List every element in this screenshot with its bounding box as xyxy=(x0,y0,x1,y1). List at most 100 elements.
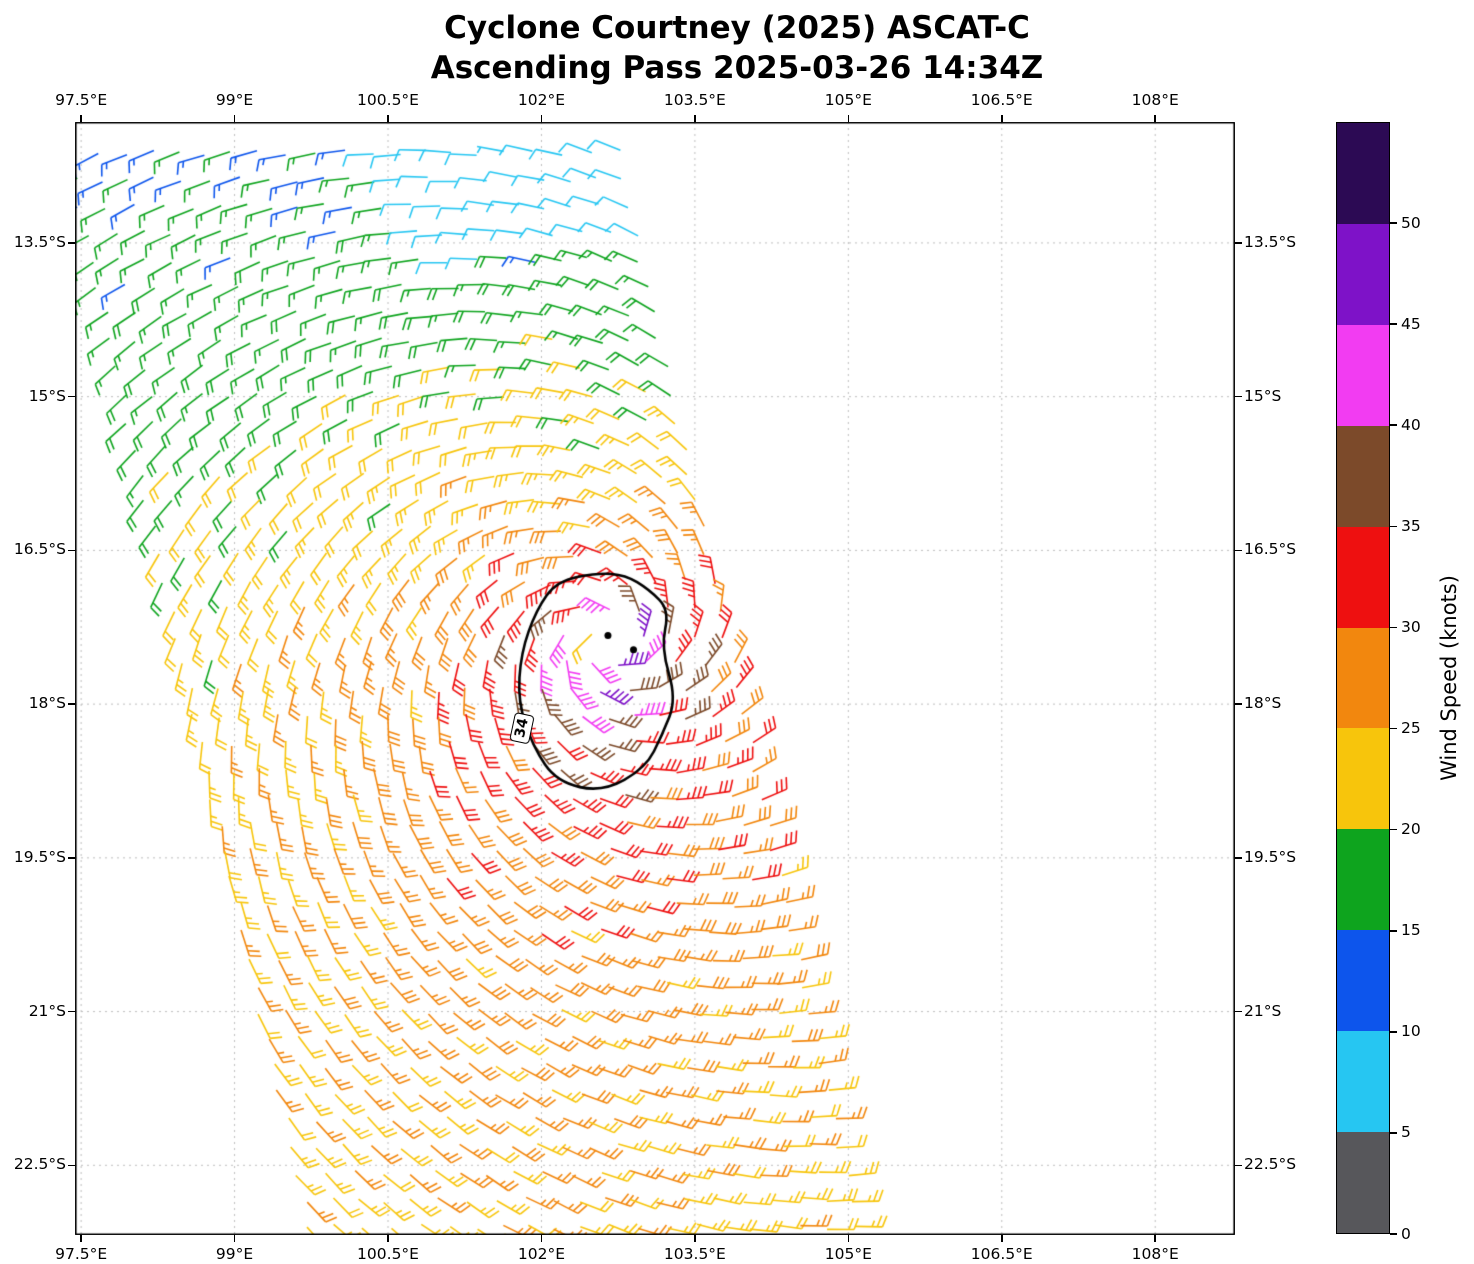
x-tick-label-bottom: 103.5°E xyxy=(663,1245,726,1263)
y-tick-label-right: 18°S xyxy=(1244,694,1282,713)
x-tick-label-top: 102°E xyxy=(517,91,566,109)
colorbar-tick-label: 5 xyxy=(1401,1123,1411,1142)
colorbar-tick-mark xyxy=(1390,1132,1397,1134)
colorbar-segment xyxy=(1337,425,1389,527)
colorbar-tick-mark xyxy=(1390,1233,1397,1235)
colorbar-tick-mark xyxy=(1390,727,1397,730)
x-tick-label-bottom: 108°E xyxy=(1131,1245,1179,1263)
y-tick-mark-right xyxy=(1235,242,1242,244)
wind-barb-canvas xyxy=(75,122,1235,1235)
colorbar-segment xyxy=(1337,728,1389,830)
x-tick-mark-top xyxy=(694,115,696,122)
x-tick-mark-top xyxy=(80,115,82,122)
y-tick-label-right: 13.5°S xyxy=(1244,232,1297,251)
y-tick-mark-left xyxy=(68,857,75,859)
y-tick-label-right: 15°S xyxy=(1244,386,1282,405)
y-tick-label-left: 21°S xyxy=(28,1001,66,1020)
x-tick-label-top: 103.5°E xyxy=(663,91,726,109)
x-tick-label-top: 100.5°E xyxy=(357,91,419,109)
y-tick-label-right: 19.5°S xyxy=(1244,847,1297,866)
colorbar-segment xyxy=(1337,1031,1389,1133)
y-tick-mark-right xyxy=(1235,703,1242,705)
colorbar-tick-label: 20 xyxy=(1401,820,1421,839)
y-tick-mark-left xyxy=(68,395,75,398)
x-tick-label-bottom: 100.5°E xyxy=(357,1245,419,1263)
y-tick-mark-left xyxy=(68,703,75,705)
x-tick-label-bottom: 102°E xyxy=(517,1245,566,1263)
x-tick-mark-bottom xyxy=(80,1235,82,1242)
x-tick-mark-bottom xyxy=(1154,1235,1156,1242)
y-tick-mark-right xyxy=(1235,857,1242,859)
colorbar-tick-label: 40 xyxy=(1401,415,1421,434)
y-tick-label-right: 21°S xyxy=(1244,1001,1282,1020)
x-tick-label-bottom: 97.5°E xyxy=(55,1245,108,1263)
colorbar-segment xyxy=(1337,829,1389,931)
x-tick-mark-top xyxy=(540,115,543,122)
colorbar-tick-mark xyxy=(1390,525,1397,528)
colorbar-tick-label: 15 xyxy=(1401,921,1421,940)
x-tick-label-top: 99°E xyxy=(215,91,254,109)
x-tick-mark-top xyxy=(387,115,389,122)
y-tick-label-right: 22.5°S xyxy=(1244,1155,1297,1174)
colorbar-segment xyxy=(1337,123,1389,224)
chart-title: Cyclone Courtney (2025) ASCAT-C Ascendin… xyxy=(0,8,1474,89)
map-plot-area: 34 xyxy=(75,122,1235,1235)
x-tick-mark-top xyxy=(233,115,236,122)
y-tick-label-left: 16.5°S xyxy=(13,540,66,559)
x-tick-mark-bottom xyxy=(847,1235,850,1242)
x-tick-mark-bottom xyxy=(387,1235,389,1242)
colorbar-tick-label: 35 xyxy=(1401,516,1421,535)
y-tick-mark-left xyxy=(68,242,75,244)
y-tick-mark-right xyxy=(1235,395,1242,398)
colorbar xyxy=(1336,122,1390,1234)
colorbar-segment xyxy=(1337,930,1389,1032)
y-tick-mark-right xyxy=(1235,549,1242,552)
colorbar-tick-label: 10 xyxy=(1401,1022,1421,1041)
y-tick-mark-left xyxy=(68,1010,75,1013)
colorbar-tick-mark xyxy=(1390,323,1397,325)
colorbar-segment xyxy=(1337,1132,1389,1233)
y-tick-label-left: 15°S xyxy=(28,386,66,405)
x-tick-label-top: 105°E xyxy=(824,91,872,109)
y-tick-mark-right xyxy=(1235,1010,1242,1013)
x-tick-mark-bottom xyxy=(540,1235,543,1242)
x-tick-mark-top xyxy=(1000,115,1003,122)
colorbar-segment xyxy=(1337,324,1389,426)
colorbar-tick-mark xyxy=(1390,929,1397,932)
y-tick-mark-right xyxy=(1235,1164,1242,1167)
chart-title-line1: Cyclone Courtney (2025) ASCAT-C xyxy=(444,10,1030,46)
x-tick-label-top: 97.5°E xyxy=(55,91,108,109)
colorbar-tick-label: 50 xyxy=(1401,213,1421,232)
x-tick-label-bottom: 105°E xyxy=(824,1245,872,1263)
y-tick-mark-left xyxy=(68,549,75,552)
colorbar-tick-mark xyxy=(1390,424,1397,427)
colorbar-segment xyxy=(1337,223,1389,325)
x-tick-mark-bottom xyxy=(233,1235,236,1242)
chart-title-line2: Ascending Pass 2025-03-26 14:34Z xyxy=(430,50,1044,87)
x-tick-mark-top xyxy=(1154,115,1156,122)
colorbar-tick-mark xyxy=(1390,222,1397,224)
y-tick-label-right: 16.5°S xyxy=(1244,540,1297,559)
x-tick-label-bottom: 99°E xyxy=(215,1245,254,1263)
colorbar-label: Wind Speed (knots) xyxy=(1437,575,1461,781)
colorbar-segment xyxy=(1337,526,1389,628)
x-tick-label-bottom: 106.5°E xyxy=(970,1245,1033,1263)
y-tick-label-left: 22.5°S xyxy=(13,1155,66,1174)
x-tick-mark-top xyxy=(847,115,850,122)
y-tick-mark-left xyxy=(68,1164,75,1167)
x-tick-mark-bottom xyxy=(1000,1235,1003,1242)
colorbar-tick-label: 30 xyxy=(1401,617,1421,636)
colorbar-tick-mark xyxy=(1390,828,1397,831)
y-tick-label-left: 18°S xyxy=(28,694,66,713)
y-tick-label-left: 19.5°S xyxy=(13,847,66,866)
colorbar-tick-mark xyxy=(1390,1031,1397,1033)
x-tick-label-top: 106.5°E xyxy=(970,91,1033,109)
x-tick-label-top: 108°E xyxy=(1131,91,1179,109)
colorbar-tick-label: 25 xyxy=(1401,719,1421,738)
colorbar-tick-mark xyxy=(1390,626,1397,629)
colorbar-segment xyxy=(1337,627,1389,729)
x-tick-mark-bottom xyxy=(694,1235,696,1242)
y-tick-label-left: 13.5°S xyxy=(13,232,66,251)
colorbar-tick-label: 0 xyxy=(1401,1224,1411,1243)
